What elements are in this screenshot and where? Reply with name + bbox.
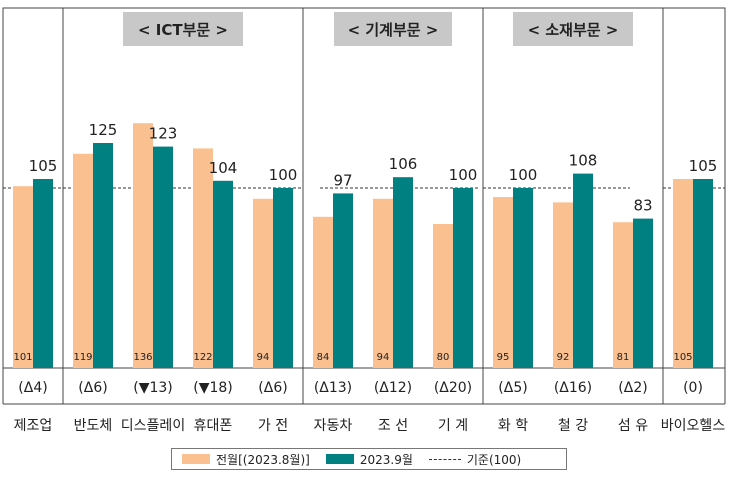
bar-prev-month-value-label: 94	[257, 352, 270, 363]
bar-prev-month	[193, 148, 213, 368]
change-label: (Δ6)	[78, 380, 107, 396]
legend-item-prev-month: 전월[(2023.8월)]	[182, 451, 310, 468]
category-label: 기 계	[438, 418, 468, 434]
bar-prev-month	[433, 224, 453, 368]
change-label: (Δ12)	[374, 380, 412, 396]
change-label: (Δ5)	[498, 380, 527, 396]
bar-prev-month-value-label: 94	[377, 352, 390, 363]
bar-prev-month	[253, 198, 273, 368]
bar-prev-month	[133, 123, 153, 368]
bar-prev-month-value-label: 119	[73, 352, 92, 363]
bar-prev-month	[613, 222, 633, 368]
bar-prev-month-value-label: 136	[133, 352, 152, 363]
bar-current-month	[393, 177, 413, 368]
bar-current-month	[273, 188, 293, 368]
change-label: (▼18)	[193, 380, 233, 396]
bar-prev-month-value-label: 84	[317, 352, 330, 363]
bar-prev-month	[313, 216, 333, 368]
bar-current-month	[513, 188, 533, 368]
legend-dash-reference	[428, 458, 461, 460]
category-label: 조 선	[378, 418, 408, 434]
bar-prev-month	[493, 197, 513, 368]
bar-current-month-value-label: 100	[509, 166, 538, 184]
section-header-label: < ICT부문 >	[138, 21, 228, 39]
category-label: 디스플레이	[121, 418, 185, 434]
bar-current-month-value-label: 83	[633, 197, 652, 215]
legend-swatch-prev-month	[182, 454, 210, 464]
bar-current-month	[693, 179, 713, 368]
category-label: 제조업	[14, 418, 53, 434]
category-label: 자동차	[314, 418, 353, 434]
bar-current-month-value-label: 97	[333, 171, 352, 189]
change-label: (Δ4)	[18, 380, 47, 396]
bar-prev-month	[13, 186, 33, 368]
category-label: 화 학	[498, 418, 528, 434]
change-label: (Δ6)	[258, 380, 287, 396]
legend-label-current-month: 2023.9월	[359, 452, 413, 467]
bar-prev-month	[673, 179, 693, 368]
change-label: (Δ16)	[554, 380, 592, 396]
bar-current-month	[93, 143, 113, 368]
section-header-bg	[123, 12, 243, 46]
category-label: 반도체	[74, 418, 113, 434]
bar-prev-month-value-label: 122	[193, 352, 212, 363]
category-label: 휴대폰	[194, 418, 233, 434]
bar-current-month	[213, 180, 233, 368]
bar-prev-month-value-label: 95	[497, 352, 510, 363]
category-label: 바이오헬스	[661, 418, 726, 434]
bar-current-month-value-label: 100	[269, 166, 298, 184]
bar-prev-month	[373, 198, 393, 368]
bar-current-month	[633, 218, 653, 368]
bar-prev-month	[553, 202, 573, 368]
bar-current-month-value-label: 106	[389, 155, 418, 173]
bar-prev-month-value-label: 81	[617, 352, 630, 363]
category-label: 철 강	[558, 418, 588, 434]
bar-current-month-value-label: 105	[689, 157, 718, 175]
change-label: (Δ20)	[434, 380, 472, 396]
legend-item-current-month: 2023.9월	[325, 451, 413, 468]
bar-current-month	[153, 146, 173, 368]
change-label: (Δ2)	[618, 380, 647, 396]
bar-current-month	[33, 179, 53, 368]
bar-prev-month	[73, 153, 93, 368]
section-header-label: < 소재부문 >	[528, 21, 619, 39]
legend-label-reference: 기준(100)	[466, 452, 522, 467]
bar-prev-month-value-label: 80	[437, 352, 450, 363]
bar-prev-month-value-label: 101	[13, 352, 32, 363]
bar-prev-month-value-label: 92	[557, 352, 570, 363]
bar-current-month	[333, 193, 353, 368]
bar-current-month	[573, 173, 593, 368]
change-label: (▼13)	[133, 380, 173, 396]
legend-item-reference: 기준(100)	[428, 451, 522, 468]
section-header-bg	[334, 12, 452, 46]
bar-current-month-value-label: 105	[29, 157, 58, 175]
bar-current-month-value-label: 104	[209, 159, 238, 177]
bar-current-month	[453, 188, 473, 368]
bar-current-month-value-label: 108	[569, 152, 598, 170]
bar-current-month-value-label: 123	[149, 125, 178, 143]
legend: 전월[(2023.8월)] 2023.9월 기준(100)	[171, 448, 567, 470]
legend-label-prev-month: 전월[(2023.8월)]	[216, 452, 310, 467]
bar-current-month-value-label: 100	[449, 166, 478, 184]
section-header-label: < 기계부문 >	[348, 21, 439, 39]
change-label: (0)	[683, 380, 703, 396]
section-header-bg	[513, 12, 633, 46]
legend-swatch-current-month	[325, 454, 354, 464]
category-label: 가 전	[258, 418, 288, 434]
bar-prev-month-value-label: 105	[673, 352, 692, 363]
change-label: (Δ13)	[314, 380, 352, 396]
category-label: 섬 유	[618, 418, 648, 434]
bar-current-month-value-label: 125	[89, 121, 118, 139]
